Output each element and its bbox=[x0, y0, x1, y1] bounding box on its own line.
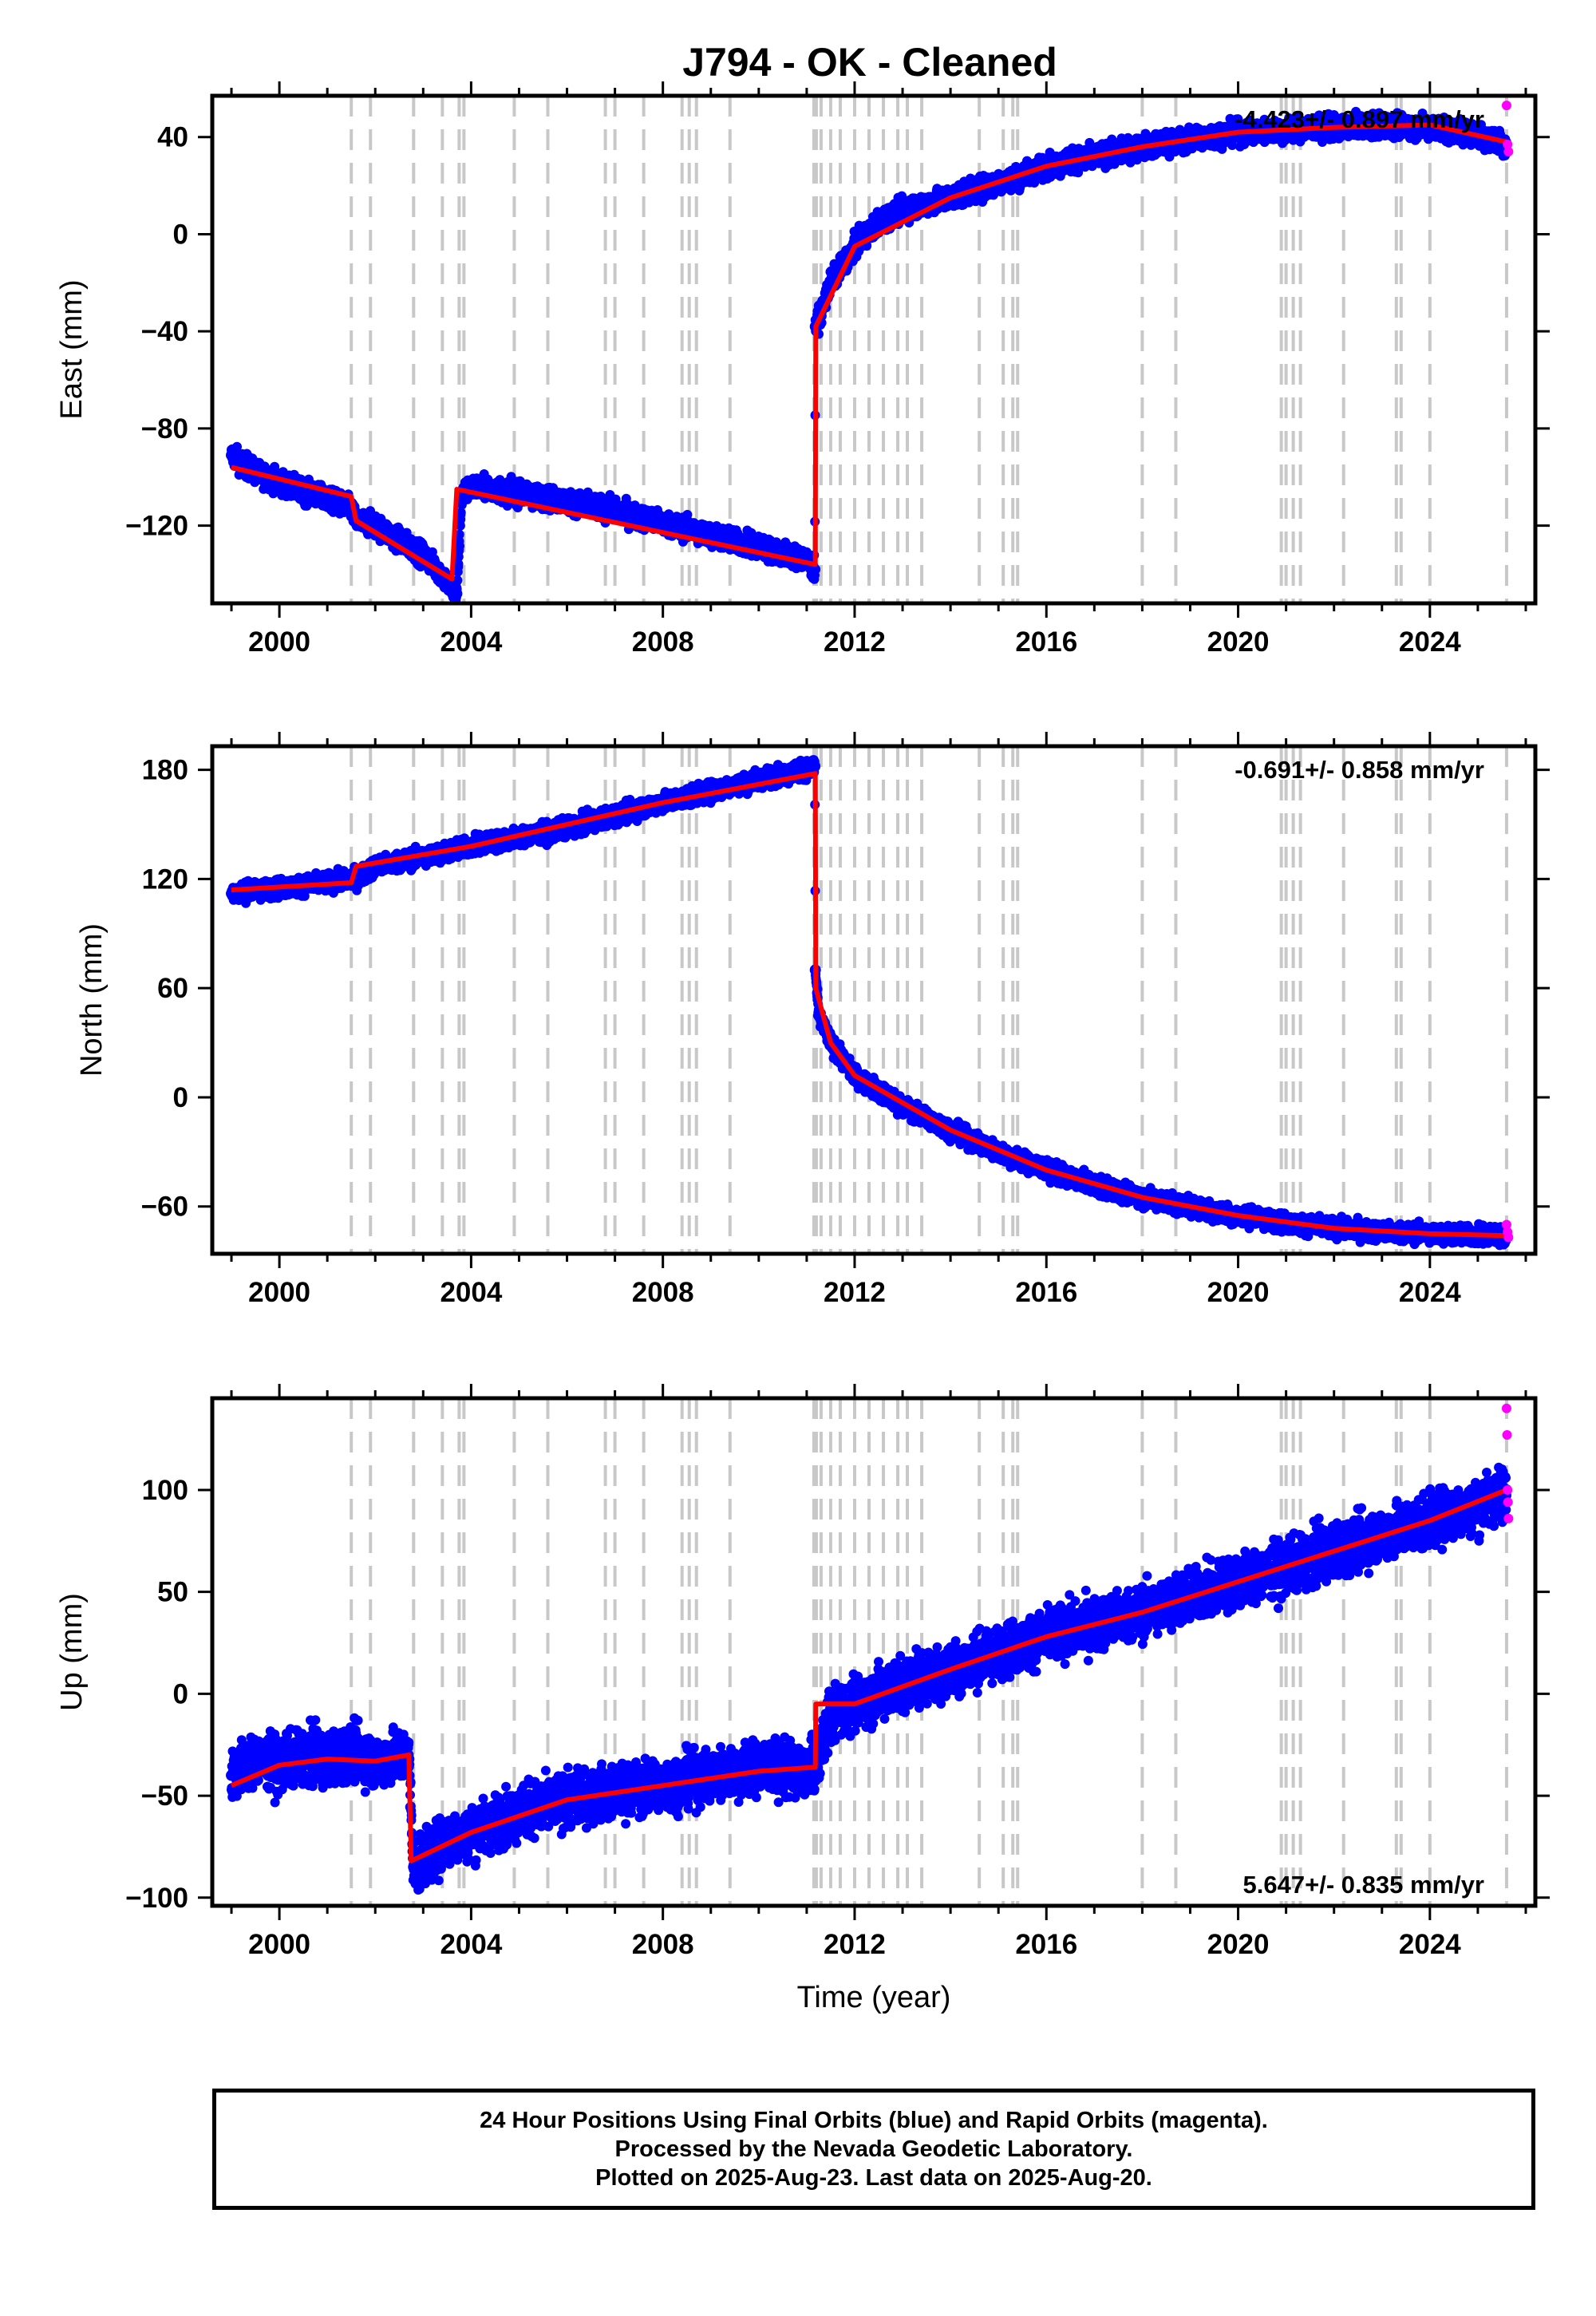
final-point bbox=[452, 575, 463, 585]
chart-title: J794 - OK - Cleaned bbox=[682, 40, 1057, 85]
final-point bbox=[453, 559, 464, 569]
plot-area bbox=[226, 96, 1514, 603]
final-point bbox=[455, 541, 464, 551]
panel-east: 2000 2004 2008 2012 2016 2020 2024400−40−80−12… bbox=[55, 81, 1550, 658]
final-point bbox=[454, 529, 464, 539]
final-point bbox=[456, 508, 466, 518]
